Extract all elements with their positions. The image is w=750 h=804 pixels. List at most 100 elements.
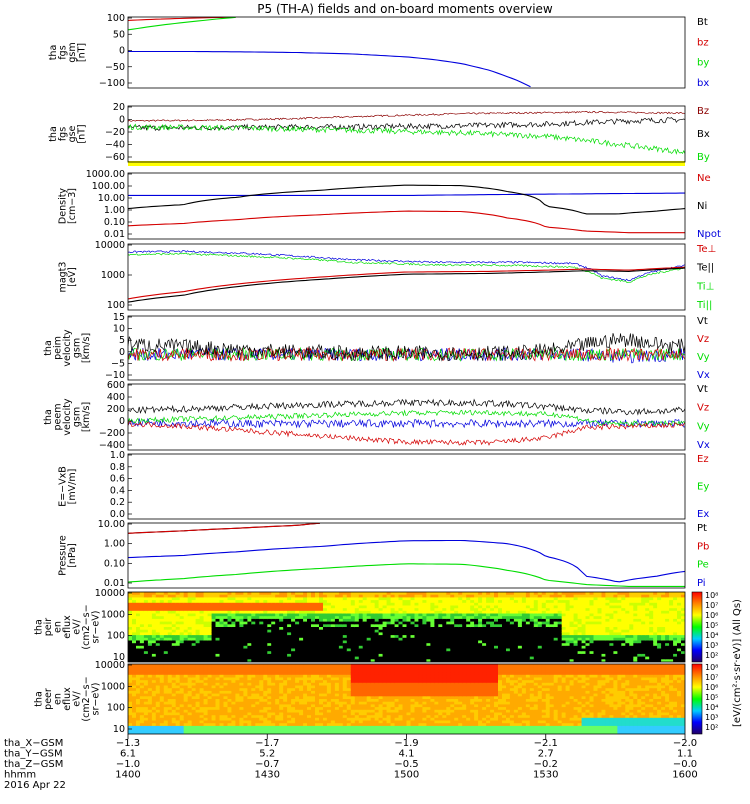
y-tick-label: 0.6 bbox=[110, 474, 125, 485]
y-tick-label: 50 bbox=[113, 29, 125, 40]
colorbar-tick-label: 10² bbox=[705, 723, 718, 732]
y-axis-label-peem-velocity: thapeemvelocitygsm[km/s] bbox=[43, 398, 92, 436]
colorbar-tick-label: 10⁵ bbox=[705, 621, 718, 630]
y-tick-label: 0.01 bbox=[104, 229, 125, 240]
panel-peir-en-eflux: 10⁸10⁷10⁶10⁵10⁴10³10²10000100010010thape… bbox=[34, 588, 719, 663]
legend-fgs-gsm: Bt bz by bx bbox=[697, 17, 709, 89]
colorbar-tick-label: 10⁸ bbox=[705, 663, 718, 672]
y-tick-label: 100 bbox=[107, 703, 125, 714]
legend-entry: Vx bbox=[697, 440, 710, 451]
x-axis-row-label: tha_X−GSM bbox=[4, 738, 63, 749]
y-tick-label: −40 bbox=[105, 140, 125, 151]
y-tick-label: 0.2 bbox=[110, 497, 125, 508]
legend-entry: by bbox=[697, 58, 709, 69]
x-axis-row-label: hhmm bbox=[4, 770, 36, 781]
series-line-fgs-gse-1 bbox=[128, 118, 685, 131]
legend-entry: Vx bbox=[697, 370, 710, 381]
y-tick-label: −20 bbox=[105, 127, 125, 138]
y-axis-label-peir-en-eflux: thapeirenefluxeV/(cm2−s−sr−eV) bbox=[34, 604, 102, 649]
y-ticks-efield: 1.00.80.60.40.20.0 bbox=[110, 450, 132, 520]
y-tick-label: 1000 bbox=[101, 270, 125, 281]
series-line-density-1 bbox=[128, 185, 685, 214]
colorbar-tick-label: 10⁷ bbox=[705, 601, 718, 610]
x-tick-label: 6.1 bbox=[120, 749, 136, 760]
x-axis-row-label: tha_Z−GSM bbox=[4, 759, 63, 770]
colorbar-tick-label: 10³ bbox=[705, 641, 718, 650]
legend-entry: Bx bbox=[697, 129, 710, 140]
y-axis-label-density: Density[cm−3] bbox=[57, 188, 78, 224]
panel-frame bbox=[128, 244, 685, 310]
x-tick-label: −0.5 bbox=[394, 759, 418, 770]
series-line-peem-velocity-3 bbox=[128, 400, 685, 415]
colorbar-tick-label: 10⁸ bbox=[705, 591, 718, 600]
x-axis-row-label: tha_Y−GSM bbox=[4, 749, 63, 760]
y-axis-label-peim-velocity: thapeimvelocitygsm[km/s] bbox=[43, 329, 92, 367]
plot-title: P5 (TH-A) fields and on-board moments ov… bbox=[257, 2, 553, 16]
x-tick-label: 1430 bbox=[255, 770, 280, 781]
y-tick-label: 1000.00 bbox=[86, 169, 125, 180]
legend-entry: Npot bbox=[697, 229, 721, 240]
x-tick-label: −0.2 bbox=[534, 759, 558, 770]
y-tick-label: 100 bbox=[107, 631, 125, 642]
y-tick-label: 100 bbox=[107, 13, 125, 24]
y-tick-label: −200 bbox=[99, 428, 125, 439]
y-tick-label: 600 bbox=[107, 380, 125, 391]
x-axis-row-label: 2016 Apr 22 bbox=[4, 780, 66, 791]
legend-entry: Te⊥ bbox=[696, 244, 716, 255]
x-tick-label: 5.2 bbox=[259, 749, 275, 760]
colorbar-tick-label: 10⁷ bbox=[705, 673, 718, 682]
x-tick-label: −0.0 bbox=[673, 759, 697, 770]
y-ticks-pressure: 10.001.000.100.01 bbox=[98, 519, 132, 589]
legend-entry: Ez bbox=[697, 454, 709, 465]
y-tick-label: 1.00 bbox=[104, 205, 125, 216]
y-tick-label: 1.00 bbox=[104, 539, 125, 550]
legend-entry: Vz bbox=[697, 334, 709, 345]
panel-frame bbox=[128, 173, 685, 239]
y-tick-label: 0.4 bbox=[110, 485, 125, 496]
panel-frame bbox=[128, 454, 685, 519]
x-tick-label: 1.1 bbox=[677, 749, 693, 760]
y-tick-label: 0 bbox=[119, 416, 125, 427]
y-tick-label: −100 bbox=[99, 78, 125, 89]
colorbar-tick-label: 10⁵ bbox=[705, 693, 718, 702]
legend-entry: Bt bbox=[697, 17, 708, 28]
y-tick-label: −5 bbox=[111, 358, 125, 369]
x-tick-label: 4.1 bbox=[399, 749, 415, 760]
y-axis-label-fgs-gsm: thafgsgsm[nT] bbox=[48, 42, 88, 62]
panel-peer-en-eflux: 10⁸10⁷10⁶10⁵10⁴10³10²10000100010010thape… bbox=[34, 660, 719, 735]
y-tick-label: 0.8 bbox=[110, 462, 125, 473]
series-line-temperature-1 bbox=[128, 253, 685, 282]
x-tick-label: 1500 bbox=[394, 770, 419, 781]
legend-entry: Ex bbox=[697, 509, 709, 520]
legend-entry: bz bbox=[697, 37, 709, 48]
legend-entry: Pe bbox=[697, 560, 709, 571]
y-tick-label: 200 bbox=[107, 404, 125, 415]
legend-entry: Vt bbox=[697, 384, 708, 395]
legend-temperature: Te⊥Te||Ti⊥Ti|| bbox=[696, 244, 716, 311]
legend-entry: Ni bbox=[697, 201, 707, 212]
colorbar-tick-label: 10⁶ bbox=[705, 611, 718, 620]
x-tick-label: −1.9 bbox=[394, 738, 418, 749]
panel-density: NeNiNpot1000.00100.0010.001.000.100.01De… bbox=[57, 169, 721, 240]
x-tick-label: −1.0 bbox=[116, 759, 140, 770]
series-line-pressure-1 bbox=[128, 523, 320, 533]
series-line-fgs-gsm-2 bbox=[128, 52, 531, 87]
colorbar-tick-label: 10³ bbox=[705, 713, 718, 722]
y-tick-label: 5 bbox=[119, 335, 125, 346]
x-tick-label: 2.7 bbox=[538, 749, 554, 760]
y-tick-label: 10000 bbox=[95, 660, 125, 671]
legend-entry: bx bbox=[697, 78, 709, 89]
legend-entry: Ti⊥ bbox=[696, 281, 714, 292]
series-line-density-0 bbox=[128, 193, 685, 195]
panel-frame bbox=[128, 384, 685, 450]
y-tick-label: 20 bbox=[113, 102, 125, 113]
